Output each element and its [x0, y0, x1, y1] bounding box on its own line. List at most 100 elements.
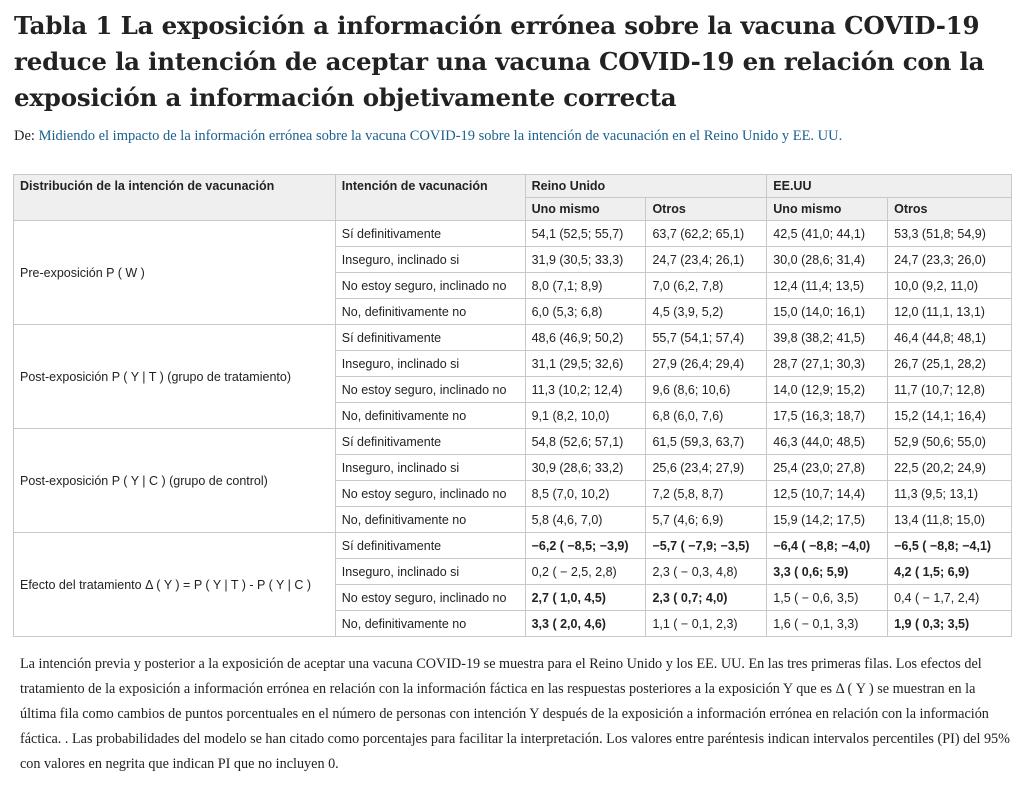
value-cell-us-others: 11,7 (10,7; 12,8)	[887, 376, 1012, 403]
value-cell-us-others: 52,9 (50,6; 55,0)	[887, 428, 1012, 455]
value-cell-uk-self: 9,1 (8,2, 10,0)	[524, 402, 647, 429]
table-row: Efecto del tratamiento Δ ( Y ) = P ( Y |…	[13, 532, 1012, 637]
intention-cell: No, definitivamente no	[334, 506, 526, 533]
value-cell-uk-others: 2,3 ( − 0,3, 4,8)	[645, 558, 768, 585]
value-cell-us-self: 1,6 ( − 0,1, 3,3)	[766, 610, 889, 637]
value-cell-us-others: 11,3 (9,5; 13,1)	[887, 480, 1012, 507]
value-cell-uk-self: 11,3 (10,2; 12,4)	[524, 376, 647, 403]
value-cell-us-others: 10,0 (9,2, 11,0)	[887, 272, 1012, 299]
intention-cell: Sí definitivamente	[334, 324, 526, 351]
value-cell-us-others: 0,4 ( − 1,7, 2,4)	[887, 584, 1012, 611]
value-cell-uk-others: 5,7 (4,6; 6,9)	[645, 506, 768, 533]
group-label: Pre-exposición P ( W )	[13, 220, 336, 325]
value-cell-uk-self: 5,8 (4,6, 7,0)	[524, 506, 647, 533]
value-cell-us-others: 15,2 (14,1; 16,4)	[887, 402, 1012, 429]
group-label: Efecto del tratamiento Δ ( Y ) = P ( Y |…	[13, 532, 336, 637]
value-cell-uk-others: 7,2 (5,8, 8,7)	[645, 480, 768, 507]
value-cell-uk-self: 54,8 (52,6; 57,1)	[524, 428, 647, 455]
value-cell-uk-self: −6,2 ( −8,5; −3,9)	[524, 532, 647, 559]
table-title: Tabla 1 La exposición a información erró…	[14, 11, 985, 112]
value-cell-us-self: 15,9 (14,2; 17,5)	[766, 506, 889, 533]
table-row: Inseguro, inclinado si 0,2 ( − 2,5, 2,8) 2…	[14, 558, 1012, 585]
intention-cell: Inseguro, inclinado si	[334, 246, 526, 273]
value-cell-uk-others: 24,7 (23,4; 26,1)	[645, 246, 768, 273]
table-row: Pre-exposición P ( W ) Sí definitivamente…	[13, 220, 1012, 325]
source-line: De: Midiendo el impacto de la informació…	[14, 128, 842, 145]
value-cell-us-others: 26,7 (25,1, 28,2)	[887, 350, 1012, 377]
results-table: Distribución de la intención de vacunaci…	[13, 174, 1012, 637]
value-cell-uk-self: 2,7 ( 1,0, 4,5)	[524, 584, 647, 611]
value-cell-us-others: −6,5 ( −8,8; −4,1)	[887, 532, 1012, 559]
table-row: No estoy seguro, inclinado no 8,0 (7,1; 8…	[14, 272, 1012, 299]
table-footnote: La intención previa y posterior a la exp…	[20, 656, 1010, 772]
header-uk: Reino Unido	[524, 174, 768, 198]
table-row: Post-exposición P ( Y | T ) (grupo de tr…	[13, 324, 1012, 429]
table-row: No, definitivamente no 5,8 (4,6, 7,0) 5,7 …	[14, 506, 1012, 533]
value-cell-uk-self: 54,1 (52,5; 55,7)	[524, 220, 647, 247]
table-body: Pre-exposición P ( W ) Sí definitivamente…	[13, 220, 1012, 637]
table-row: No, definitivamente no 6,0 (5,3; 6,8) 4,5 …	[14, 298, 1012, 325]
intention-cell: Sí definitivamente	[334, 220, 526, 247]
value-cell-us-others: 24,7 (23,3; 26,0)	[887, 246, 1012, 273]
table-row: No estoy seguro, inclinado no 2,7 ( 1,0, …	[14, 584, 1012, 611]
value-cell-us-self: 25,4 (23,0; 27,8)	[766, 454, 889, 481]
source-article-link[interactable]: Midiendo el impacto de la información er…	[38, 128, 843, 144]
value-cell-uk-others: 7,0 (6,2, 7,8)	[645, 272, 768, 299]
group-label: Post-exposición P ( Y | C ) (grupo de co…	[13, 428, 336, 533]
group-label: Post-exposición P ( Y | T ) (grupo de tr…	[13, 324, 336, 429]
value-cell-us-self: 3,3 ( 0,6; 5,9)	[766, 558, 889, 585]
value-cell-uk-self: 3,3 ( 2,0, 4,6)	[524, 610, 647, 637]
intention-cell: No, definitivamente no	[334, 610, 526, 637]
intention-cell: No estoy seguro, inclinado no	[334, 376, 526, 403]
table-row: No estoy seguro, inclinado no 11,3 (10,2;…	[14, 376, 1012, 403]
value-cell-uk-others: 9,6 (8,6; 10,6)	[645, 376, 768, 403]
intention-cell: No, definitivamente no	[334, 298, 526, 325]
value-cell-uk-self: 0,2 ( − 2,5, 2,8)	[524, 558, 647, 585]
value-cell-uk-others: 61,5 (59,3, 63,7)	[645, 428, 768, 455]
intention-cell: No estoy seguro, inclinado no	[334, 272, 526, 299]
value-cell-uk-self: 31,9 (30,5; 33,3)	[524, 246, 647, 273]
value-cell-us-others: 53,3 (51,8; 54,9)	[887, 220, 1012, 247]
intention-cell: Inseguro, inclinado si	[334, 558, 526, 585]
value-cell-uk-others: 55,7 (54,1; 57,4)	[645, 324, 768, 351]
value-cell-us-self: 17,5 (16,3; 18,7)	[766, 402, 889, 429]
value-cell-uk-others: 2,3 ( 0,7; 4,0)	[645, 584, 768, 611]
value-cell-us-others: 13,4 (11,8; 15,0)	[887, 506, 1012, 533]
header-intention: Intención de vacunación	[334, 174, 526, 221]
header-uk-others: Otros	[645, 197, 768, 221]
table-row: No, definitivamente no 3,3 ( 2,0, 4,6) 1,1…	[14, 610, 1012, 637]
value-cell-us-others: 1,9 ( 0,3; 3,5)	[887, 610, 1012, 637]
value-cell-us-self: 12,4 (11,4; 13,5)	[766, 272, 889, 299]
table-row: Post-exposición P ( Y | C ) (grupo de co…	[13, 428, 1012, 533]
intention-cell: No estoy seguro, inclinado no	[334, 480, 526, 507]
header-us: EE.UU	[766, 174, 1012, 198]
intention-cell: Inseguro, inclinado si	[334, 454, 526, 481]
value-cell-us-self: 46,3 (44,0; 48,5)	[766, 428, 889, 455]
header-uk-self: Uno mismo	[524, 197, 647, 221]
intention-cell: Sí definitivamente	[334, 428, 526, 455]
value-cell-uk-self: 8,5 (7,0, 10,2)	[524, 480, 647, 507]
intention-cell: Sí definitivamente	[334, 532, 526, 559]
value-cell-us-others: 22,5 (20,2; 24,9)	[887, 454, 1012, 481]
intention-cell: No, definitivamente no	[334, 402, 526, 429]
header-distribution: Distribución de la intención de vacunaci…	[13, 174, 336, 221]
intention-cell: Inseguro, inclinado si	[334, 350, 526, 377]
value-cell-us-others: 46,4 (44,8; 48,1)	[887, 324, 1012, 351]
value-cell-uk-others: −5,7 ( −7,9; −3,5)	[645, 532, 768, 559]
value-cell-uk-others: 25,6 (23,4; 27,9)	[645, 454, 768, 481]
value-cell-uk-others: 27,9 (26,4; 29,4)	[645, 350, 768, 377]
value-cell-uk-self: 31,1 (29,5; 32,6)	[524, 350, 647, 377]
table-row: No estoy seguro, inclinado no 8,5 (7,0, 1…	[14, 480, 1012, 507]
intention-cell: No estoy seguro, inclinado no	[334, 584, 526, 611]
value-cell-uk-self: 8,0 (7,1; 8,9)	[524, 272, 647, 299]
value-cell-uk-others: 6,8 (6,0, 7,6)	[645, 402, 768, 429]
from-prefix: De:	[14, 128, 35, 144]
value-cell-us-self: 30,0 (28,6; 31,4)	[766, 246, 889, 273]
table-row: Inseguro, inclinado si 31,9 (30,5; 33,3) 2…	[14, 246, 1012, 273]
value-cell-uk-self: 6,0 (5,3; 6,8)	[524, 298, 647, 325]
value-cell-us-self: 15,0 (14,0; 16,1)	[766, 298, 889, 325]
value-cell-uk-self: 48,6 (46,9; 50,2)	[524, 324, 647, 351]
value-cell-us-self: 39,8 (38,2; 41,5)	[766, 324, 889, 351]
value-cell-uk-others: 4,5 (3,9, 5,2)	[645, 298, 768, 325]
value-cell-us-self: 14,0 (12,9; 15,2)	[766, 376, 889, 403]
